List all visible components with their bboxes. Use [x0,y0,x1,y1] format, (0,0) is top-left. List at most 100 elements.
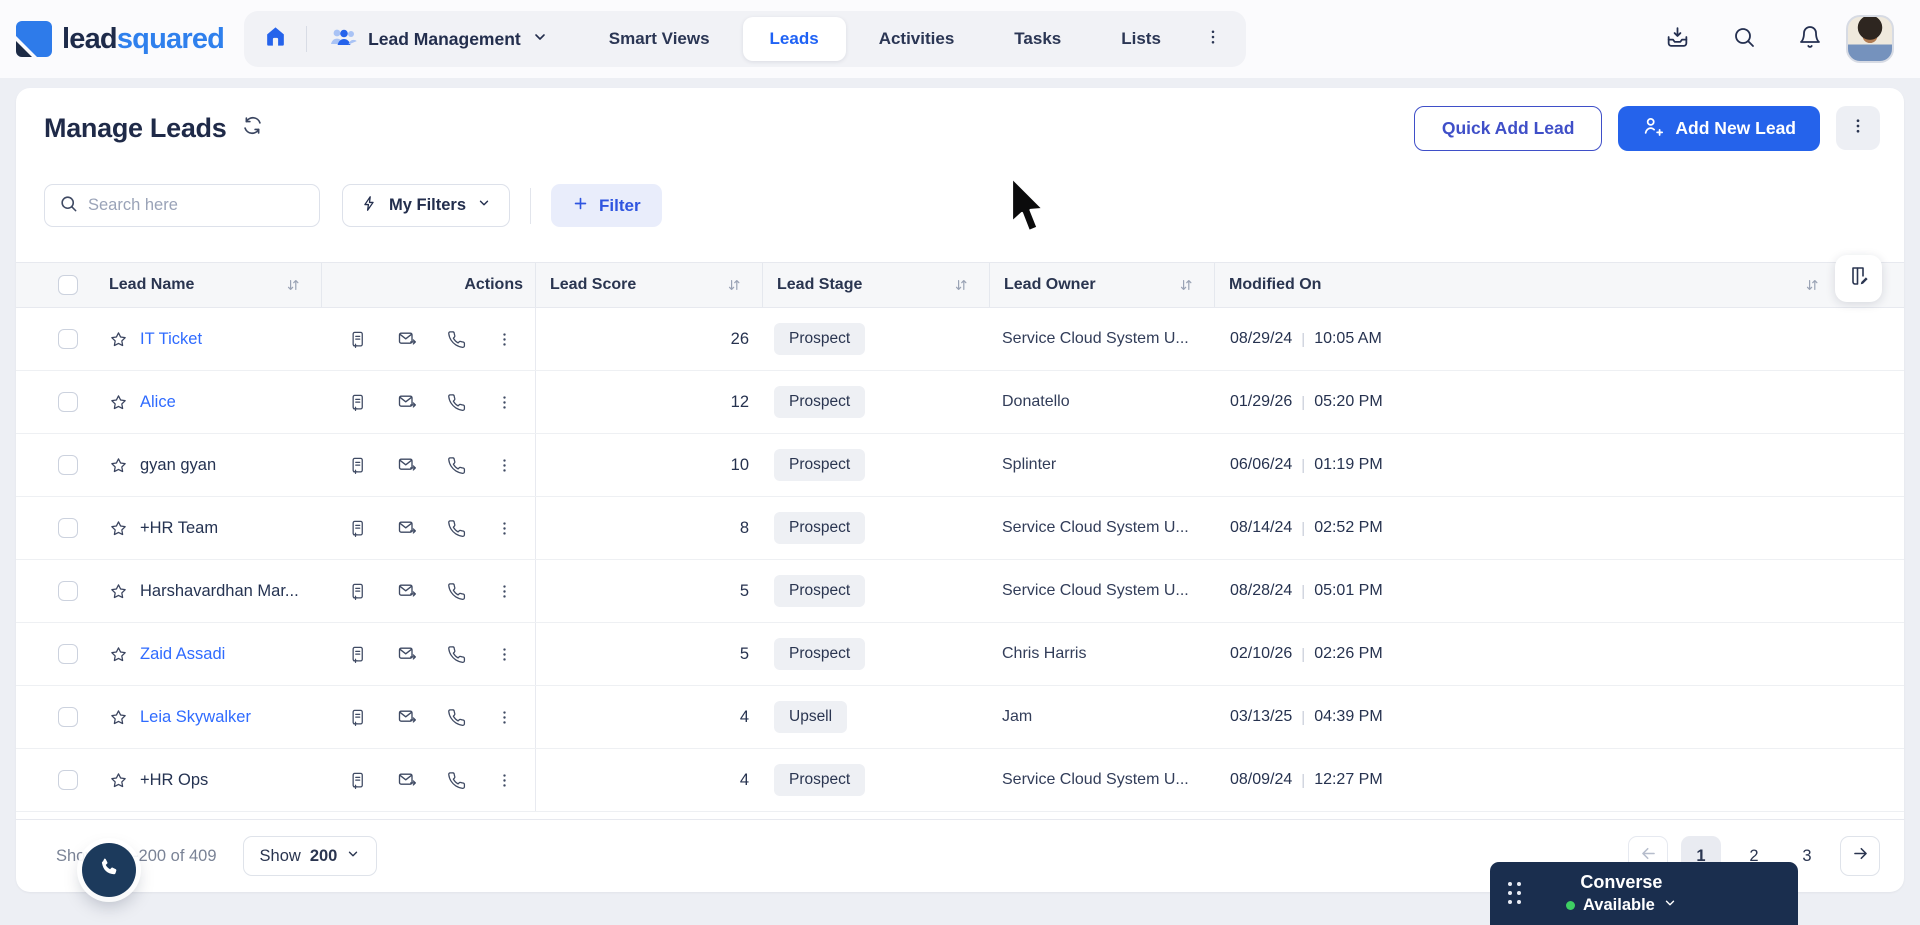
phone-icon[interactable] [447,771,466,790]
lead-name-link[interactable]: Alice [140,392,176,411]
sort-icon[interactable] [1178,277,1194,293]
row-checkbox[interactable] [58,707,78,727]
tab-activities[interactable]: Activities [878,29,955,48]
tab-leads[interactable]: Leads [742,17,846,61]
row-checkbox[interactable] [58,329,78,349]
row-checkbox[interactable] [58,644,78,664]
quick-add-lead-button[interactable]: Quick Add Lead [1413,105,1603,151]
note-add-icon[interactable] [348,582,367,601]
lead-name-link[interactable]: Harshavardhan Mar... [140,581,299,600]
row-checkbox[interactable] [58,581,78,601]
availability-dropdown[interactable]: Available [1566,896,1677,915]
lead-owner-value: Donatello [1002,393,1070,410]
star-icon[interactable] [109,456,128,475]
row-menu-icon[interactable] [496,709,513,726]
star-icon[interactable] [109,330,128,349]
row-checkbox[interactable] [58,518,78,538]
lead-name-cell: gyan gyan [95,434,322,496]
star-icon[interactable] [109,771,128,790]
plus-icon [572,195,589,217]
tab-lists[interactable]: Lists [1121,29,1161,48]
select-all-checkbox[interactable] [58,275,78,295]
user-avatar[interactable] [1846,15,1894,63]
star-icon[interactable] [109,645,128,664]
row-checkbox[interactable] [58,455,78,475]
lead-name-link[interactable]: +HR Ops [140,770,209,789]
nav-more-button[interactable] [1188,28,1238,51]
row-checkbox[interactable] [58,392,78,412]
mail-forward-icon[interactable] [397,707,417,727]
converse-widget: Converse Available [1490,862,1798,925]
mail-forward-icon[interactable] [397,518,417,538]
table-row: Zaid Assadi 5 Prospect Chris Harris 02/1… [16,623,1904,686]
lead-name-link[interactable]: gyan gyan [140,455,217,474]
page-button-2[interactable]: 2 [1734,836,1774,876]
row-menu-icon[interactable] [496,772,513,789]
sort-icon[interactable] [726,277,742,293]
lead-name-link[interactable]: Zaid Assadi [140,644,226,663]
workspace-switcher[interactable]: Lead Management [307,25,570,54]
phone-icon[interactable] [447,582,466,601]
phone-icon[interactable] [447,330,466,349]
global-search-button[interactable] [1732,25,1756,54]
customize-columns-button[interactable] [1835,255,1882,302]
row-menu-icon[interactable] [496,394,513,411]
arrow-left-icon [1639,844,1658,868]
tab-smart-views[interactable]: Smart Views [608,29,710,48]
lead-name-link[interactable]: IT Ticket [140,329,203,348]
note-add-icon[interactable] [348,519,367,538]
add-new-lead-button[interactable]: Add New Lead [1618,105,1820,151]
star-icon[interactable] [109,519,128,538]
note-add-icon[interactable] [348,645,367,664]
mail-forward-icon[interactable] [397,644,417,664]
table-row: IT Ticket 26 Prospect Service Cloud Syst… [16,308,1904,371]
phone-icon[interactable] [447,519,466,538]
call-fab[interactable] [82,843,136,897]
phone-icon[interactable] [447,393,466,412]
note-add-icon[interactable] [348,708,367,727]
modified-time: 10:05 AM [1314,330,1382,347]
star-icon[interactable] [109,708,128,727]
stage-badge: Prospect [774,323,866,355]
row-menu-icon[interactable] [496,457,513,474]
phone-icon[interactable] [447,456,466,475]
mail-forward-icon[interactable] [397,329,417,349]
lead-name-link[interactable]: +HR Team [140,518,219,537]
refresh-button[interactable] [242,115,263,141]
page-size-dropdown[interactable]: Show 200 [242,836,378,876]
page-more-button[interactable] [1836,106,1880,150]
home-button[interactable] [244,11,306,67]
note-add-icon[interactable] [348,330,367,349]
sort-icon[interactable] [1804,277,1820,293]
row-checkbox[interactable] [58,770,78,790]
sort-icon[interactable] [953,277,969,293]
add-filter-button[interactable]: Filter [551,184,662,227]
next-page-button[interactable] [1840,836,1880,876]
page-button-3[interactable]: 3 [1787,836,1827,876]
star-icon[interactable] [109,393,128,412]
row-menu-icon[interactable] [496,583,513,600]
phone-icon[interactable] [447,645,466,664]
drag-handle-icon[interactable] [1508,882,1522,905]
sort-icon[interactable] [285,277,301,293]
row-menu-icon[interactable] [496,520,513,537]
note-add-icon[interactable] [348,771,367,790]
mail-forward-icon[interactable] [397,770,417,790]
lead-stage-cell: Upsell [763,686,990,748]
mail-forward-icon[interactable] [397,581,417,601]
mail-forward-icon[interactable] [397,392,417,412]
star-icon[interactable] [109,582,128,601]
my-filters-button[interactable]: My Filters [342,184,511,227]
lead-name-link[interactable]: Leia Skywalker [140,707,251,726]
search-input[interactable] [88,196,308,215]
filter-divider [530,187,532,224]
tab-tasks[interactable]: Tasks [1014,29,1062,48]
mail-forward-icon[interactable] [397,455,417,475]
import-button[interactable] [1665,24,1690,54]
phone-icon[interactable] [447,708,466,727]
notifications-button[interactable] [1798,25,1822,54]
row-menu-icon[interactable] [496,646,513,663]
row-menu-icon[interactable] [496,331,513,348]
note-add-icon[interactable] [348,456,367,475]
note-add-icon[interactable] [348,393,367,412]
